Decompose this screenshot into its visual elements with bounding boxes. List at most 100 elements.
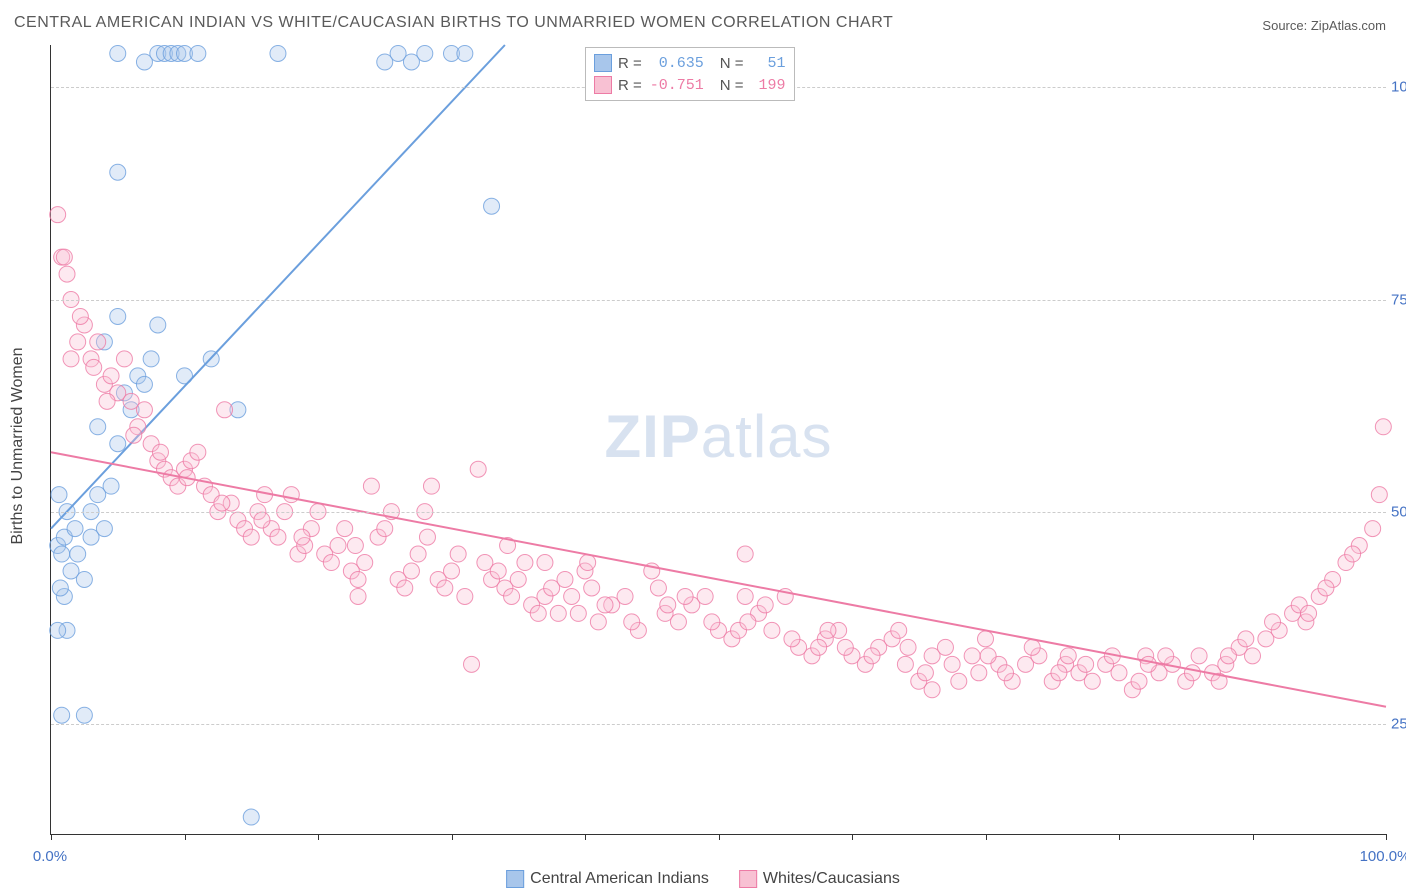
legend-item-cai: Central American Indians [506,870,709,888]
gridline [51,300,1386,301]
data-point-cai [110,308,126,324]
data-point-cai [484,198,500,214]
data-point-wc [1301,605,1317,621]
data-point-wc [504,588,520,604]
data-point-wc [740,614,756,630]
source-attribution: Source: ZipAtlas.com [1262,18,1386,33]
x-tick [452,834,453,840]
data-point-wc [1220,648,1236,664]
data-point-wc [59,266,75,282]
legend-stats-box: R =0.635N =51R =-0.751N =199 [585,47,795,101]
swatch-wc [739,870,757,888]
data-point-wc [337,521,353,537]
x-tick [318,834,319,840]
data-point-cai [150,317,166,333]
data-point-cai [243,809,259,825]
data-point-wc [72,308,88,324]
data-point-wc [1184,665,1200,681]
data-point-wc [377,521,393,537]
data-point-cai [190,45,206,61]
data-point-cai [83,529,99,545]
data-point-wc [998,665,1014,681]
x-tick-label: 100.0% [1360,848,1406,865]
x-tick [585,834,586,840]
data-point-cai [143,351,159,367]
r-value: -0.751 [648,77,704,94]
data-point-wc [444,563,460,579]
correlation-chart: CENTRAL AMERICAN INDIAN VS WHITE/CAUCASI… [0,0,1406,892]
data-point-cai [76,707,92,723]
n-label: N = [720,55,744,72]
data-point-cai [52,580,68,596]
data-point-wc [403,563,419,579]
x-tick [986,834,987,840]
data-point-wc [254,512,270,528]
data-point-wc [550,605,566,621]
data-point-wc [243,529,259,545]
data-point-cai [110,164,126,180]
x-tick [185,834,186,840]
data-point-wc [837,639,853,655]
data-point-wc [891,622,907,638]
data-point-wc [537,555,553,571]
r-label: R = [618,77,642,94]
data-point-wc [670,614,686,630]
data-point-wc [116,351,132,367]
data-point-cai [457,45,473,61]
data-point-wc [270,529,286,545]
data-point-cai [110,45,126,61]
data-point-wc [350,588,366,604]
data-point-wc [437,580,453,596]
data-point-wc [704,614,720,630]
data-point-cai [67,521,83,537]
x-tick-label: 0.0% [33,848,67,865]
data-point-wc [1158,648,1174,664]
data-point-cai [270,45,286,61]
data-point-wc [564,588,580,604]
data-point-wc [419,529,435,545]
data-point-wc [152,444,168,460]
data-point-wc [757,597,773,613]
data-point-wc [363,478,379,494]
data-point-wc [470,461,486,477]
data-point-wc [1084,673,1100,689]
data-point-wc [1191,648,1207,664]
data-point-cai [51,487,67,503]
data-point-wc [63,351,79,367]
x-tick [1119,834,1120,840]
data-point-wc [1245,648,1261,664]
data-point-cai [70,546,86,562]
trend-line-wc [51,452,1386,707]
plot-area: ZIPatlas 25.0%50.0%75.0%100.0%R =0.635N … [50,45,1386,835]
data-point-wc [917,665,933,681]
legend-item-wc: Whites/Caucasians [739,870,900,888]
data-point-wc [660,597,676,613]
x-tick [719,834,720,840]
chart-title: CENTRAL AMERICAN INDIAN VS WHITE/CAUCASI… [14,14,893,32]
data-point-cai [54,546,70,562]
data-point-cai [54,707,70,723]
plot-svg [51,45,1386,834]
data-point-wc [86,359,102,375]
r-value: 0.635 [648,55,704,72]
data-point-wc [347,538,363,554]
data-point-wc [450,546,466,562]
data-point-wc [330,538,346,554]
data-point-wc [350,571,366,587]
x-tick [1253,834,1254,840]
n-value: 51 [750,55,786,72]
data-point-wc [864,648,880,664]
data-point-wc [90,334,106,350]
data-point-cai [90,419,106,435]
y-tick-label: 75.0% [1391,291,1406,308]
data-point-wc [570,605,586,621]
y-tick-label: 50.0% [1391,503,1406,520]
data-point-wc [1238,631,1254,647]
data-point-wc [924,682,940,698]
y-axis-label: Births to Unmarried Women [9,347,27,544]
data-point-wc [980,648,996,664]
data-point-wc [56,249,72,265]
data-point-wc [1365,521,1381,537]
data-point-wc [136,402,152,418]
data-point-wc [617,588,633,604]
